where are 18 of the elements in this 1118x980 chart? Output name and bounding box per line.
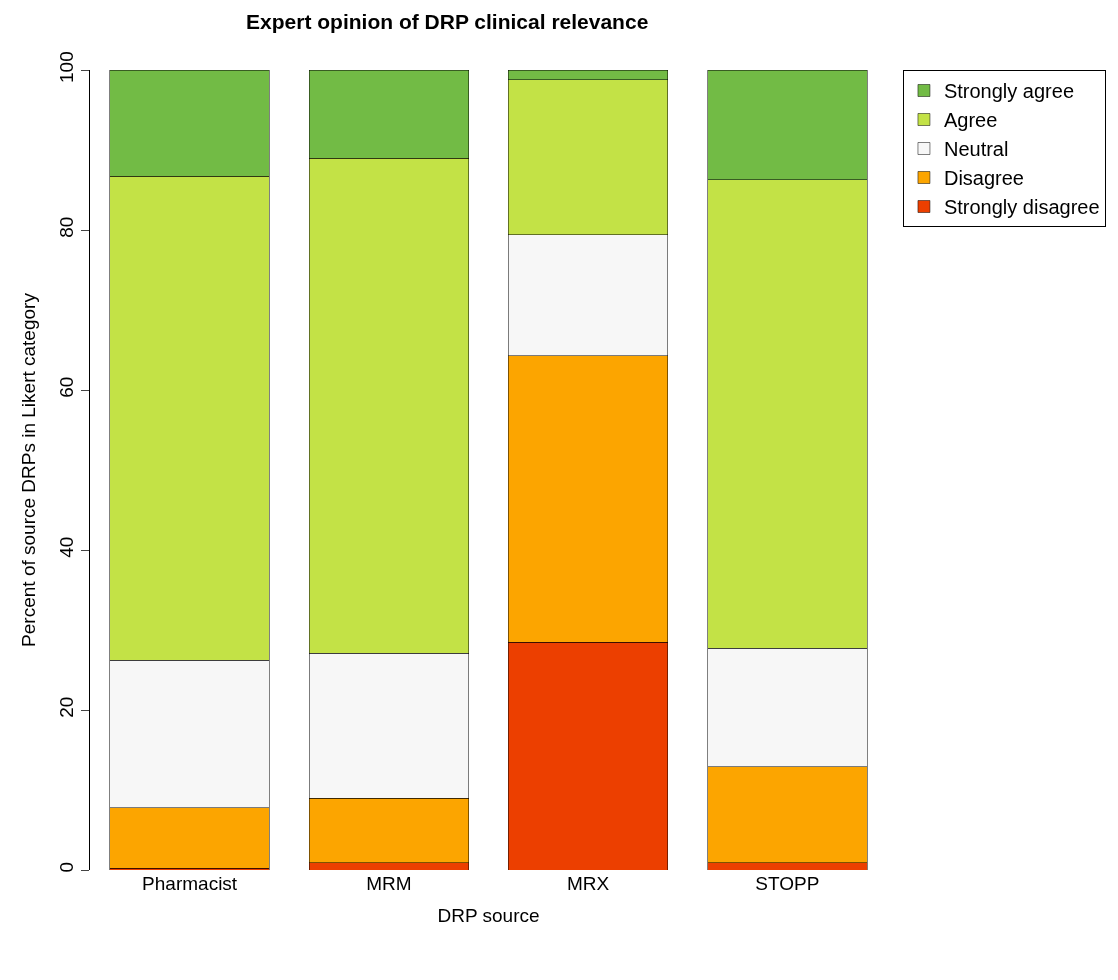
x-tick-label: STOPP — [755, 873, 820, 894]
y-tick-label: 60 — [56, 376, 78, 398]
legend-label: Strongly agree — [943, 80, 1075, 103]
chart-title: Expert opinion of DRP clinical relevance — [246, 10, 649, 34]
x-tick-label: MRM — [366, 873, 412, 894]
y-tick-label: 0 — [56, 861, 78, 873]
y-tick-label: 100 — [56, 51, 78, 83]
legend-label: Disagree — [943, 167, 1024, 190]
legend-label: Agree — [943, 109, 998, 132]
x-tick-label: MRX — [567, 873, 610, 894]
x-axis-title: DRP source — [437, 904, 540, 926]
legend-label: Neutral — [943, 138, 1009, 161]
x-tick-label: Pharmacist — [142, 873, 238, 894]
y-axis-title: Percent of source DRPs in Likert category — [18, 292, 40, 647]
legend-label: Strongly disagree — [943, 196, 1100, 219]
y-tick-label: 20 — [56, 696, 78, 718]
y-tick-label: 80 — [56, 216, 78, 238]
y-tick-label: 40 — [56, 536, 78, 558]
